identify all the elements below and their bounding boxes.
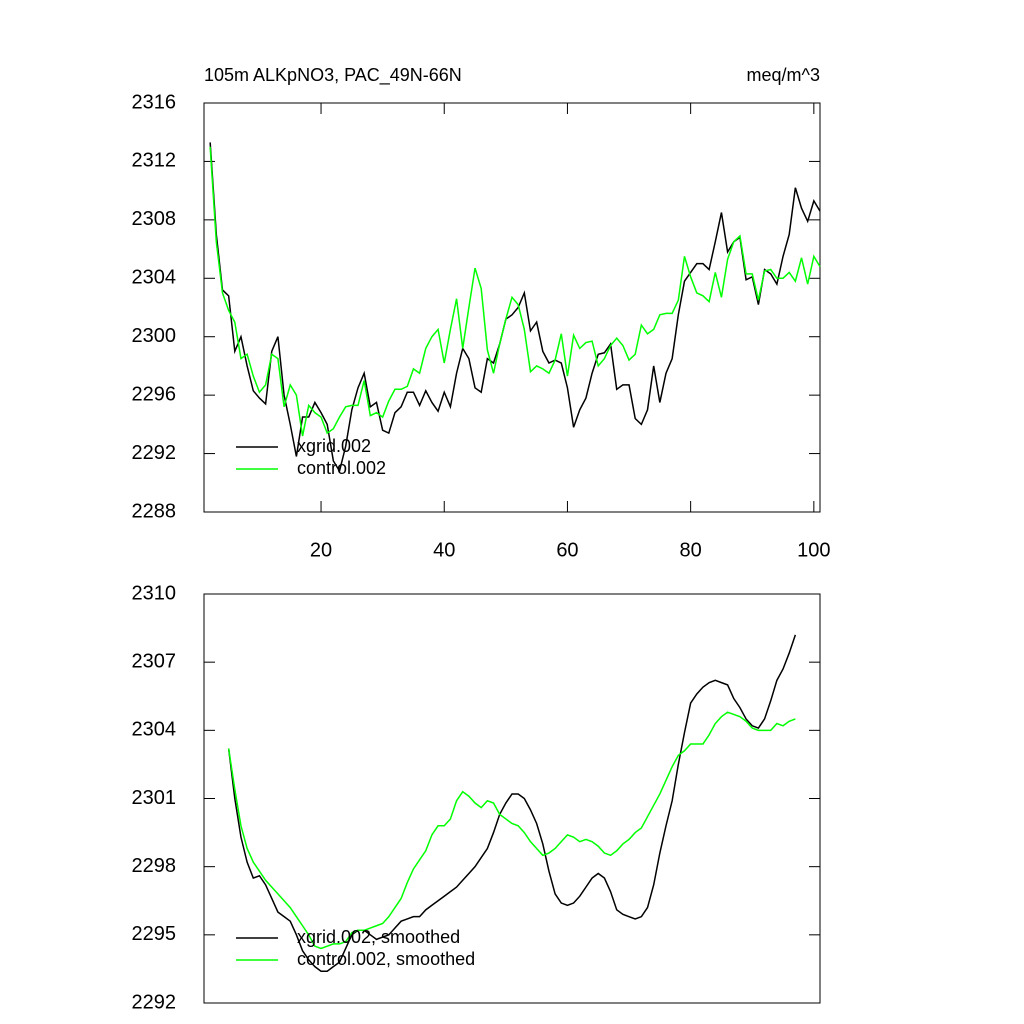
x-tick-label: 80: [680, 539, 702, 561]
x-tick-label: 20: [310, 539, 332, 561]
legend-label: xgrid.002, smoothed: [297, 927, 460, 947]
y-tick-label: 2288: [132, 500, 177, 522]
y-tick-label: 2300: [132, 325, 177, 347]
units-label: meq/m^3: [747, 65, 820, 85]
data-line: [227, 634, 797, 972]
chart-title: 105m ALKpNO3, PAC_49N-66N: [204, 65, 462, 86]
x-tick-label: 100: [797, 539, 830, 561]
y-tick-label: 2307: [132, 650, 177, 672]
data-line: [209, 146, 821, 437]
y-tick-label: 2304: [132, 267, 177, 289]
y-tick-label: 2298: [132, 855, 177, 877]
y-tick-label: 2304: [132, 719, 177, 741]
y-tick-label: 2292: [132, 442, 177, 464]
data-line: [227, 711, 796, 950]
y-tick-label: 2301: [132, 787, 177, 809]
y-tick-label: 2310: [132, 582, 177, 604]
plot-frame: [203, 102, 821, 513]
legend-label: control.002, smoothed: [297, 949, 475, 969]
legend-label: control.002: [297, 458, 386, 478]
y-tick-label: 2312: [132, 150, 177, 172]
x-tick-label: 40: [433, 539, 455, 561]
data-line: [209, 142, 821, 474]
y-tick-label: 2296: [132, 383, 177, 405]
y-tick-label: 2316: [132, 91, 177, 113]
y-tick-label: 2292: [132, 991, 177, 1013]
x-tick-label: 60: [556, 539, 578, 561]
y-tick-label: 2308: [132, 208, 177, 230]
legend-label: xgrid.002: [297, 436, 371, 456]
y-tick-label: 2295: [132, 923, 177, 945]
